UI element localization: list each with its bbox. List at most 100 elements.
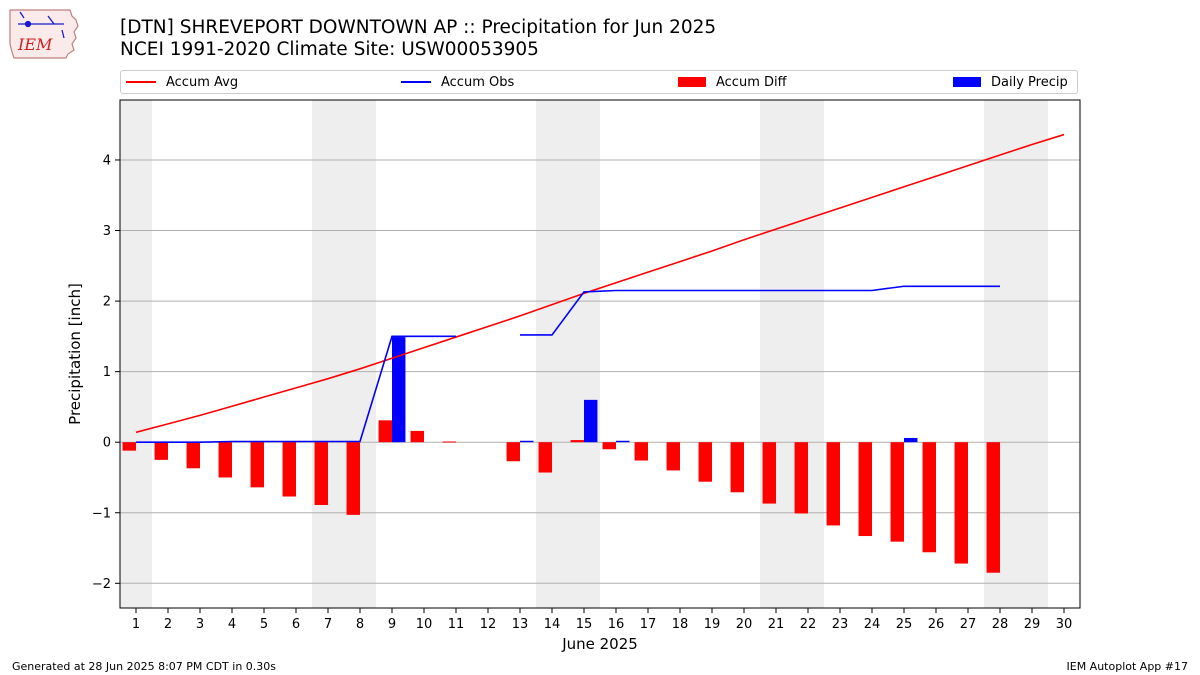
legend-label-daily-precip: Daily Precip xyxy=(991,74,1068,90)
bar-accum-diff xyxy=(698,442,712,482)
x-axis-label: June 2025 xyxy=(561,635,638,653)
y-tick-label: 3 xyxy=(103,224,111,239)
x-tick-label: 10 xyxy=(416,617,433,632)
series-lines xyxy=(135,133,1065,443)
x-tick-label: 28 xyxy=(992,617,1009,632)
x-tick-label: 23 xyxy=(832,617,849,632)
legend-label-accum-obs: Accum Obs xyxy=(441,74,515,90)
chart-title: [DTN] SHREVEPORT DOWNTOWN AP :: Precipit… xyxy=(120,17,717,38)
bar-accum-diff xyxy=(794,442,808,514)
x-tick-label: 9 xyxy=(388,617,396,632)
bar-accum-diff xyxy=(346,442,360,515)
bar-accum-diff xyxy=(762,442,776,504)
line-accum-avg xyxy=(135,133,1065,434)
weekend-band xyxy=(760,100,792,608)
bar-accum-diff xyxy=(954,442,968,564)
bar-daily-precip xyxy=(520,440,534,443)
bar-accum-diff xyxy=(442,441,456,443)
bars xyxy=(122,337,1000,573)
bar-accum-diff xyxy=(218,442,232,478)
x-tick-label: 25 xyxy=(896,617,913,632)
x-tick-label: 27 xyxy=(960,617,977,632)
bar-accum-diff xyxy=(986,442,1000,573)
bar-accum-diff xyxy=(186,442,200,469)
x-tick-label: 3 xyxy=(196,617,204,632)
bar-accum-diff xyxy=(250,442,264,488)
x-tick-label: 19 xyxy=(704,617,721,632)
legend-swatch-daily-precip xyxy=(953,77,981,87)
weekend-band xyxy=(792,100,824,608)
x-tick-label: 24 xyxy=(864,617,881,632)
x-tick-label: 12 xyxy=(480,617,497,632)
iem-logo: IEM xyxy=(9,9,79,59)
bar-accum-diff xyxy=(858,442,872,537)
bar-accum-diff xyxy=(378,420,392,443)
x-tick-label: 29 xyxy=(1024,617,1041,632)
legend-label-accum-avg: Accum Avg xyxy=(166,74,239,90)
x-tick-label: 7 xyxy=(324,617,332,632)
x-tick-label: 14 xyxy=(544,617,561,632)
x-tick-label: 22 xyxy=(800,617,817,632)
y-tick-label: 4 xyxy=(103,153,111,168)
x-tick-label: 21 xyxy=(768,617,785,632)
bar-daily-precip xyxy=(904,437,918,443)
weekend-band xyxy=(568,100,600,608)
bar-accum-diff xyxy=(314,442,328,505)
bar-accum-diff xyxy=(570,440,584,443)
chart-subtitle: NCEI 1991-2020 Climate Site: USW00053905 xyxy=(120,39,539,60)
y-axis: −2 −1 0 1 2 3 4 xyxy=(92,153,120,592)
weekend-band xyxy=(312,100,344,608)
x-tick-label: 18 xyxy=(672,617,689,632)
weekend-band xyxy=(536,100,568,608)
weekend-band xyxy=(120,100,152,608)
bar-accum-diff xyxy=(922,442,936,553)
x-tick-label: 2 xyxy=(164,617,172,632)
weather-station-icon xyxy=(18,11,65,39)
legend-item-daily-precip: Daily Precip xyxy=(953,71,1068,93)
x-tick-label: 26 xyxy=(928,617,945,632)
weekend-band xyxy=(344,100,376,608)
x-tick-label: 11 xyxy=(448,617,465,632)
bar-accum-diff xyxy=(122,442,136,451)
y-tick-label: 0 xyxy=(103,436,111,451)
bar-daily-precip xyxy=(616,440,630,443)
bar-accum-diff xyxy=(730,442,744,493)
bar-accum-diff xyxy=(666,442,680,471)
bar-accum-diff xyxy=(154,442,168,460)
legend-swatch-accum-diff xyxy=(678,77,706,87)
legend-item-accum-diff: Accum Diff xyxy=(678,71,787,93)
plot-frame xyxy=(119,99,1081,609)
y-tick-label: 2 xyxy=(103,295,111,310)
legend-label-accum-diff: Accum Diff xyxy=(716,74,787,90)
y-tick-label: −1 xyxy=(92,506,111,521)
x-tick-label: 5 xyxy=(260,617,268,632)
line-accum-obs xyxy=(136,335,456,443)
bar-daily-precip xyxy=(584,399,598,443)
legend-item-accum-avg: Accum Avg xyxy=(126,71,238,93)
footer-generated: Generated at 28 Jun 2025 8:07 PM CDT in … xyxy=(12,660,277,673)
bar-accum-diff xyxy=(282,442,296,497)
weekend-band xyxy=(1016,100,1048,608)
legend-swatch-accum-avg xyxy=(126,81,156,83)
x-tick-label: 8 xyxy=(356,617,364,632)
footer-app: IEM Autoplot App #17 xyxy=(1066,660,1189,673)
logo-text: IEM xyxy=(17,35,53,54)
weekend-bands xyxy=(120,100,1048,608)
x-tick-label: 16 xyxy=(608,617,625,632)
x-tick-label: 1 xyxy=(132,617,140,632)
bar-accum-diff xyxy=(826,442,840,526)
bar-accum-diff xyxy=(890,442,904,542)
line-accum-obs xyxy=(520,285,1000,336)
x-tick-label: 30 xyxy=(1056,617,1073,632)
x-tick-label: 6 xyxy=(292,617,300,632)
bar-accum-diff xyxy=(410,430,424,443)
bar-accum-diff xyxy=(634,442,648,461)
y-tick-label: −2 xyxy=(92,577,111,592)
x-tick-label: 20 xyxy=(736,617,753,632)
bar-accum-diff xyxy=(538,442,552,473)
y-axis-label: Precipitation [inch] xyxy=(66,283,84,425)
bar-daily-precip xyxy=(392,337,406,443)
y-tick-label: 1 xyxy=(103,365,111,380)
chart-legend: Accum Avg Accum Obs Accum Diff Daily Pre… xyxy=(120,70,1078,94)
